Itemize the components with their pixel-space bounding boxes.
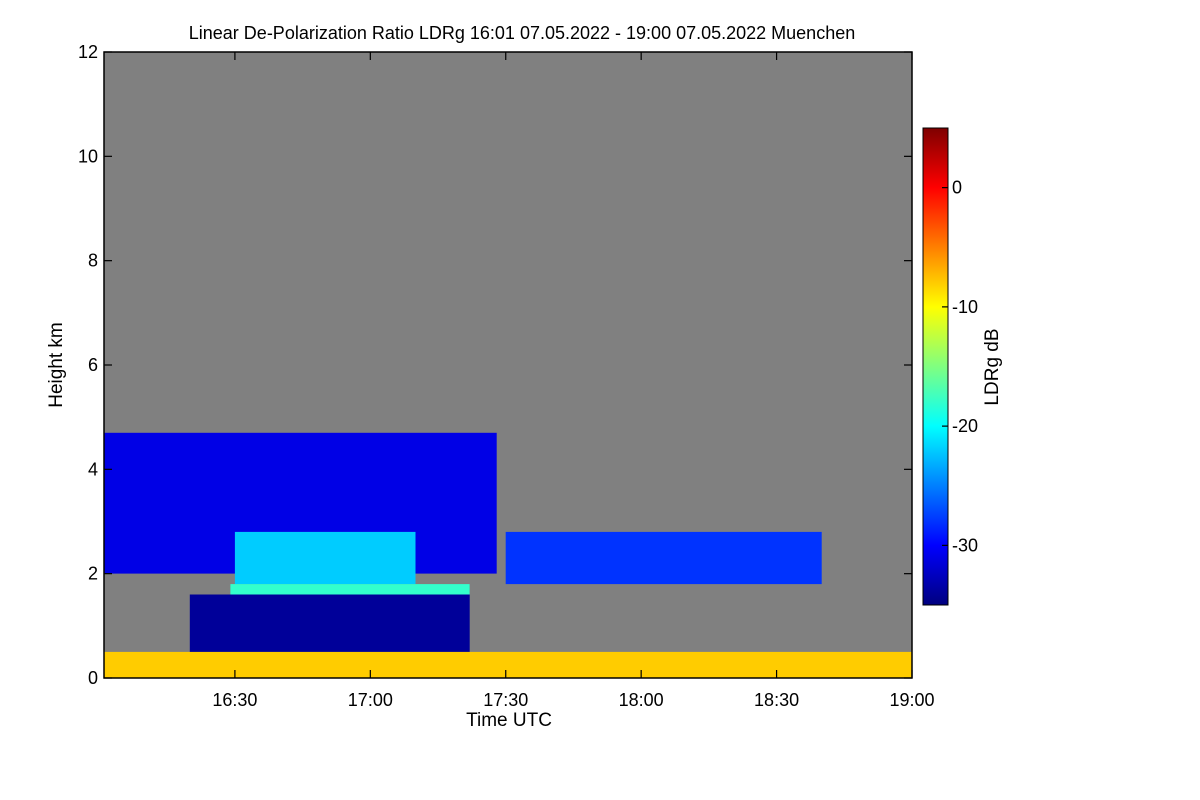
colorbar-label: LDRg dB — [982, 328, 1003, 405]
heatmap-layer — [104, 432, 912, 678]
y-tick-label: 8 — [88, 251, 98, 271]
colorbar-ticks: 0 -10 -20 -30 — [942, 178, 978, 555]
colorbar: 0 -10 -20 -30 LDRg dB — [922, 127, 1003, 606]
y-tick-label: 4 — [88, 459, 98, 479]
x-axis-label: Time UTC — [466, 710, 552, 731]
x-tick-label: 17:00 — [348, 690, 393, 710]
heatmap-region — [234, 531, 416, 585]
heatmap-region — [104, 651, 912, 678]
colorbar-tick-label: -30 — [952, 535, 978, 555]
y-axis-label: Height km — [46, 322, 67, 408]
y-tick-label: 6 — [88, 355, 98, 375]
x-tick-label: 16:30 — [212, 690, 257, 710]
heatmap-region — [230, 584, 470, 595]
plot-area — [103, 51, 913, 679]
y-tick-label: 2 — [88, 564, 98, 584]
x-tick-label: 18:30 — [754, 690, 799, 710]
colorbar-tick-label: -10 — [952, 297, 978, 317]
heatmap-region — [505, 531, 822, 585]
colorbar-gradient — [922, 127, 949, 606]
x-tick-label: 18:00 — [619, 690, 664, 710]
y-tick-label: 10 — [78, 146, 98, 166]
colorbar-tick-label: -20 — [952, 416, 978, 436]
y-tick-label: 12 — [78, 42, 98, 62]
chart-title: Linear De-Polarization Ratio LDRg 16:01 … — [189, 23, 855, 43]
colorbar-tick-label: 0 — [952, 178, 962, 198]
y-tick-label: 0 — [88, 668, 98, 688]
x-tick-label: 19:00 — [889, 690, 934, 710]
x-axis: 16:30 17:00 17:30 18:00 18:30 19:00 — [212, 52, 935, 710]
x-tick-label: 17:30 — [483, 690, 528, 710]
y-axis: 0 2 4 6 8 10 12 — [78, 42, 912, 688]
